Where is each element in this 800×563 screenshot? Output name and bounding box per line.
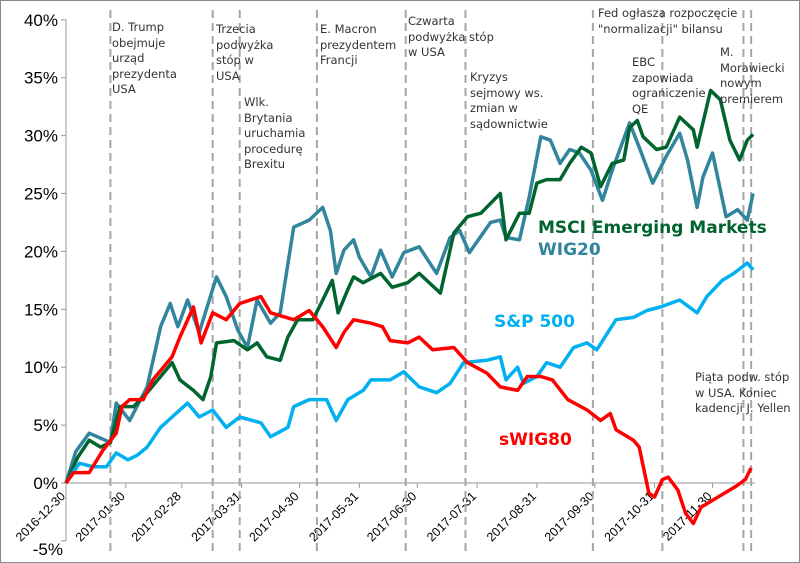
y-tick-label: -5% — [33, 540, 63, 559]
event-label-fed-hike-4: Czwarta podwyżka stóp w USA — [408, 14, 494, 59]
event-label-ecb-qe: EBC zapowiada ograniczenie QE — [632, 55, 706, 116]
event-label-fed-hike-3: Trzecia podwyżka stóp w USA — [216, 22, 274, 83]
series-line-msci-emerging-markets — [64, 88, 755, 484]
event-label-morawiecki: M. Morawiecki nowym premierem — [720, 45, 785, 106]
event-label-trump: D. Trump obejmuje urząd prezydenta USA — [112, 20, 177, 96]
series-label-sp500: S&P 500 — [494, 312, 575, 332]
y-tick-label: 10% — [24, 358, 58, 377]
y-tick-label: 35% — [24, 69, 58, 88]
event-label-fed-hike-5: Piąta podw. stóp w USA. Koniec kadencji … — [695, 370, 791, 415]
y-tick-label: 5% — [33, 416, 58, 435]
series-label-swig80: sWIG80 — [499, 430, 572, 450]
y-tick-label: 15% — [24, 300, 58, 319]
series-label-wig20: WIG20 — [538, 240, 601, 260]
y-tick-label: 40% — [24, 11, 58, 30]
series-line-swig80 — [64, 294, 753, 526]
series-label-msci: MSCI Emerging Markets — [538, 218, 767, 238]
event-label-sejm-crisis: Kryzys sejmowy ws. zmian w sądownictwie — [470, 70, 548, 131]
event-label-fed-normalization: Fed ogłasza rozpoczęcie "normalizacji" b… — [598, 6, 738, 36]
y-tick-label: 20% — [24, 242, 58, 261]
event-label-macron: E. Macron prezydentem Francji — [320, 22, 397, 67]
y-tick-label: 25% — [24, 185, 58, 204]
event-label-brexit: Wlk. Brytania uruchamia procedurę Brexit… — [244, 95, 306, 171]
y-tick-label: 30% — [24, 127, 58, 146]
series-line-wig20 — [64, 121, 755, 484]
series-line-s-p-500 — [64, 261, 755, 484]
y-tick-label: 0% — [33, 474, 58, 493]
